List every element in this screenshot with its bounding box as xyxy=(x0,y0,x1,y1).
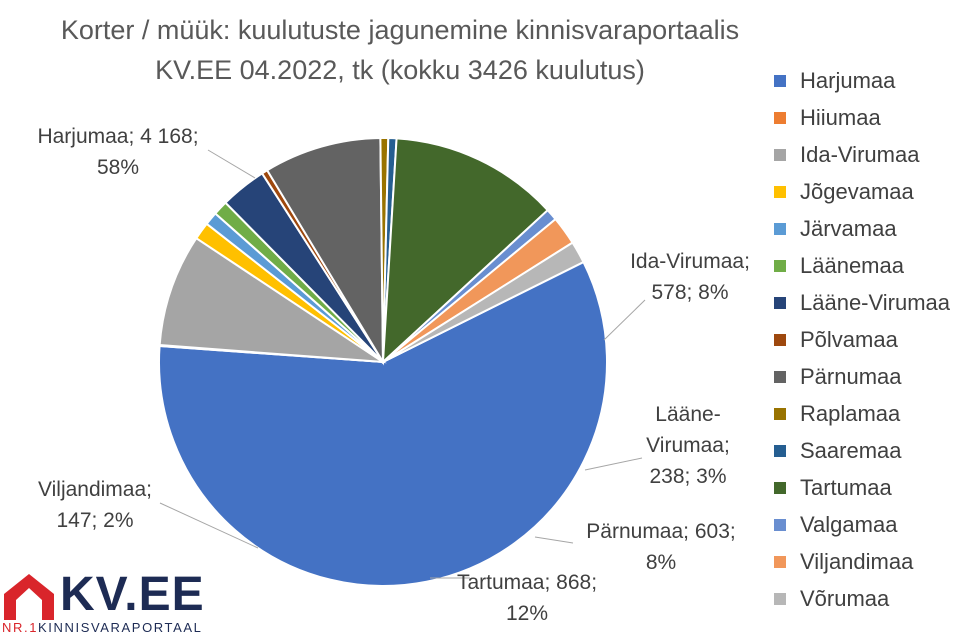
legend-item-raplamaa: Raplamaa xyxy=(774,395,974,432)
legend-label: Jõgevamaa xyxy=(800,178,914,204)
data-label-tartumaa: Tartumaa; 868; 12% xyxy=(457,571,597,625)
legend-label: Tartumaa xyxy=(800,474,892,500)
leader-line-harjumaa xyxy=(207,149,256,179)
pie-slice-harjumaa xyxy=(158,260,608,587)
leader-line-parnumaa xyxy=(534,536,574,544)
legend-item-laanemaa: Läänemaa xyxy=(774,247,974,284)
legend-swatch xyxy=(774,259,786,272)
data-label-harjumaa: Harjumaa; 4 168; 58% xyxy=(37,125,198,179)
legend-swatch xyxy=(774,333,786,346)
legend-label: Harjumaa xyxy=(800,67,896,93)
pie-slice-vorumaa xyxy=(382,241,585,363)
legend-label: Hiiumaa xyxy=(800,104,881,130)
logo-tagline-accent: NR.1 xyxy=(2,620,39,635)
legend-label: Võrumaa xyxy=(800,585,890,611)
chart-title-line2: KV.EE 04.2022, tk (kokku 3426 kuulutus) xyxy=(155,55,645,85)
legend-item-parnumaa: Pärnumaa xyxy=(774,358,974,395)
legend-item-tartumaa: Tartumaa xyxy=(774,469,974,506)
legend-item-valgamaa: Valgamaa xyxy=(774,506,974,543)
pie-slice-parnumaa xyxy=(265,137,385,366)
legend-swatch xyxy=(774,222,786,235)
leader-line-viljandimaa xyxy=(159,502,259,549)
legend-label: Pärnumaa xyxy=(800,363,902,389)
legend-item-laane-virumaa: Lääne-Virumaa xyxy=(774,284,974,321)
legend-label: Saaremaa xyxy=(800,437,902,463)
logo-brand: KV.EE xyxy=(60,568,205,621)
legend-swatch xyxy=(774,296,786,309)
chart-legend: Harjumaa Hiiumaa Ida-Virumaa Jõgevamaa Järva… xyxy=(774,62,974,617)
house-logo-icon xyxy=(4,574,54,620)
data-label-ida-virumaa: Ida-Virumaa; 578; 8% xyxy=(630,250,750,304)
kv-ee-logo: KV.EE NR.1KINNISVARAPORTAAL xyxy=(0,570,204,637)
legend-label: Järvamaa xyxy=(800,215,897,241)
legend-swatch xyxy=(774,592,786,605)
legend-item-harjumaa: Harjumaa xyxy=(774,62,974,99)
data-label-viljandimaa: Viljandimaa; 147; 2% xyxy=(38,478,152,532)
leader-line-laane-virumaa xyxy=(584,457,643,471)
legend-swatch xyxy=(774,407,786,420)
legend-label: Ida-Virumaa xyxy=(800,141,920,167)
legend-label: Viljandimaa xyxy=(800,548,914,574)
legend-swatch xyxy=(774,111,786,124)
legend-swatch xyxy=(774,444,786,457)
legend-swatch xyxy=(774,481,786,494)
legend-item-hiiumaa: Hiiumaa xyxy=(774,99,974,136)
legend-swatch xyxy=(774,370,786,383)
logo-tagline-text: KINNISVARAPORTAAL xyxy=(38,620,203,635)
legend-label: Lääne-Virumaa xyxy=(800,289,951,315)
legend-label: Põlvamaa xyxy=(800,326,898,352)
leader-line-ida-virumaa xyxy=(603,299,646,341)
legend-label: Raplamaa xyxy=(800,400,901,426)
legend-item-viljandimaa: Viljandimaa xyxy=(774,543,974,580)
legend-item-polvamaa: Põlvamaa xyxy=(774,321,974,358)
legend-item-saaremaa: Saaremaa xyxy=(774,432,974,469)
legend-swatch xyxy=(774,555,786,568)
legend-swatch xyxy=(774,74,786,87)
legend-item-ida-virumaa: Ida-Virumaa xyxy=(774,136,974,173)
legend-swatch xyxy=(774,185,786,198)
legend-swatch xyxy=(774,148,786,161)
legend-swatch xyxy=(774,518,786,531)
pie-slice-tartumaa xyxy=(381,137,550,365)
data-label-parnumaa: Pärnumaa; 603; 8% xyxy=(586,520,735,574)
pie-slice-ida-virumaa xyxy=(158,236,387,364)
legend-item-vorumaa: Võrumaa xyxy=(774,580,974,617)
logo-tagline: NR.1KINNISVARAPORTAAL xyxy=(2,620,203,635)
data-label-laane-virumaa: Lääne-Virumaa; 238; 3% xyxy=(646,403,730,488)
legend-label: Valgamaa xyxy=(800,511,898,537)
legend-item-jarvamaa: Järvamaa xyxy=(774,210,974,247)
legend-item-jogevamaa: Jõgevamaa xyxy=(774,173,974,210)
chart-title-line1: Korter / müük: kuulutuste jagunemine kin… xyxy=(60,15,740,45)
legend-label: Läänemaa xyxy=(800,252,904,278)
